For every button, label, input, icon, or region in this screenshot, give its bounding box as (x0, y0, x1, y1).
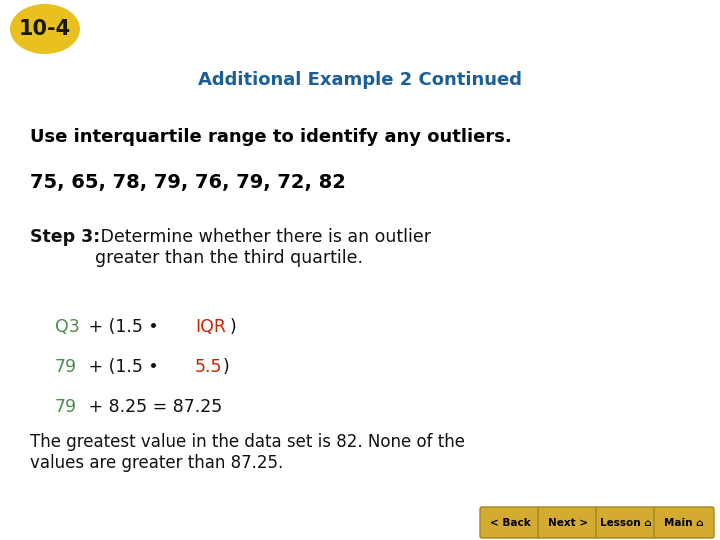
Text: Use interquartile range to identify any outliers.: Use interquartile range to identify any … (30, 128, 512, 146)
Text: ): ) (223, 358, 230, 376)
Text: 10-4: 10-4 (19, 19, 71, 39)
Text: Step 3:: Step 3: (30, 228, 100, 246)
Text: 79: 79 (55, 358, 77, 376)
Text: Main ⌂: Main ⌂ (665, 518, 703, 528)
FancyBboxPatch shape (596, 507, 656, 538)
Text: + (1.5 •: + (1.5 • (83, 358, 164, 376)
FancyBboxPatch shape (480, 507, 540, 538)
Text: Q3: Q3 (55, 318, 80, 336)
Text: + (1.5 •: + (1.5 • (83, 318, 164, 336)
FancyBboxPatch shape (538, 507, 598, 538)
Text: Lesson ⌂: Lesson ⌂ (600, 518, 652, 528)
Text: Determine whether there is an outlier
greater than the third quartile.: Determine whether there is an outlier gr… (95, 228, 431, 267)
Text: 75, 65, 78, 79, 76, 79, 72, 82: 75, 65, 78, 79, 76, 79, 72, 82 (30, 173, 346, 192)
Text: IQR: IQR (195, 318, 226, 336)
Text: Next >: Next > (548, 518, 588, 528)
Ellipse shape (10, 4, 80, 54)
Text: Variability and Box-and-Whisker Plots: Variability and Box-and-Whisker Plots (90, 19, 564, 39)
Text: 79: 79 (55, 398, 77, 416)
Text: + 8.25 = 87.25: + 8.25 = 87.25 (83, 398, 222, 416)
Text: The greatest value in the data set is 82. None of the
values are greater than 87: The greatest value in the data set is 82… (30, 433, 465, 472)
Text: < Back: < Back (490, 518, 531, 528)
Text: ): ) (230, 318, 237, 336)
Text: Additional Example 2 Continued: Additional Example 2 Continued (198, 71, 522, 89)
Text: © HOLT McDOUGAL, All Rights Reserved: © HOLT McDOUGAL, All Rights Reserved (8, 518, 206, 528)
FancyBboxPatch shape (654, 507, 714, 538)
Text: 5.5: 5.5 (195, 358, 222, 376)
